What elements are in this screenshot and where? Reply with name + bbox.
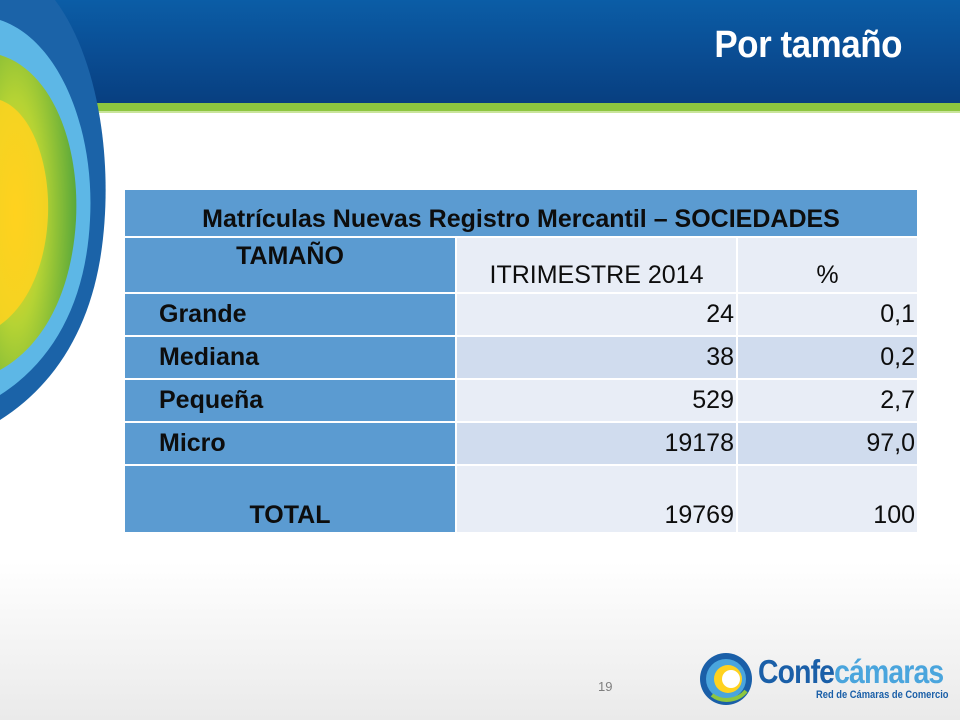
header-accent-line-light bbox=[0, 111, 960, 113]
header-accent-line bbox=[0, 103, 960, 111]
table-caption-row: Matrículas Nuevas Registro Mercantil – S… bbox=[125, 190, 918, 238]
row-size-label: Micro bbox=[125, 422, 456, 466]
table-total-row: TOTAL 19769 100 bbox=[125, 465, 918, 532]
confecamaras-logo: Confecámaras Red de Cámaras de Comercio bbox=[698, 651, 949, 707]
logo-swirl-icon bbox=[700, 653, 752, 705]
registrations-table: Matrículas Nuevas Registro Mercantil – S… bbox=[125, 190, 918, 532]
slide-title: Por tamaño bbox=[714, 24, 902, 66]
row-percent: 0,2 bbox=[735, 336, 918, 380]
total-count: 19769 bbox=[455, 465, 737, 532]
row-count: 24 bbox=[455, 293, 737, 337]
table-row: Mediana 38 0,2 bbox=[125, 336, 918, 380]
row-size-label: Grande bbox=[125, 293, 456, 337]
table-row: Pequeña 529 2,7 bbox=[125, 379, 918, 423]
row-size-label: Mediana bbox=[125, 336, 456, 380]
table-row: Grande 24 0,1 bbox=[125, 293, 918, 337]
row-size-label: Pequeña bbox=[125, 379, 456, 423]
logo-name-part1: Confe bbox=[758, 653, 835, 690]
globe-decoration bbox=[0, 0, 106, 420]
row-count: 19178 bbox=[455, 422, 737, 466]
table-header-row: TAMAÑO ITRIMESTRE 2014 % bbox=[125, 237, 918, 294]
header-size: TAMAÑO bbox=[125, 237, 456, 294]
row-percent: 97,0 bbox=[735, 422, 918, 466]
logo-subtitle: Red de Cámaras de Comercio bbox=[816, 689, 949, 701]
slide-header bbox=[0, 0, 960, 103]
row-count: 529 bbox=[455, 379, 737, 423]
header-percent: % bbox=[735, 237, 918, 294]
header-quarter: ITRIMESTRE 2014 bbox=[455, 237, 737, 294]
logo-name-part2: cámaras bbox=[834, 653, 944, 690]
total-percent: 100 bbox=[735, 465, 918, 532]
table-caption: Matrículas Nuevas Registro Mercantil – S… bbox=[125, 190, 918, 238]
logo-wordmark: Confecámaras bbox=[758, 653, 944, 691]
total-label: TOTAL bbox=[125, 465, 456, 532]
row-percent: 2,7 bbox=[735, 379, 918, 423]
table-row: Micro 19178 97,0 bbox=[125, 422, 918, 466]
page-number: 19 bbox=[598, 679, 613, 694]
row-count: 38 bbox=[455, 336, 737, 380]
row-percent: 0,1 bbox=[735, 293, 918, 337]
